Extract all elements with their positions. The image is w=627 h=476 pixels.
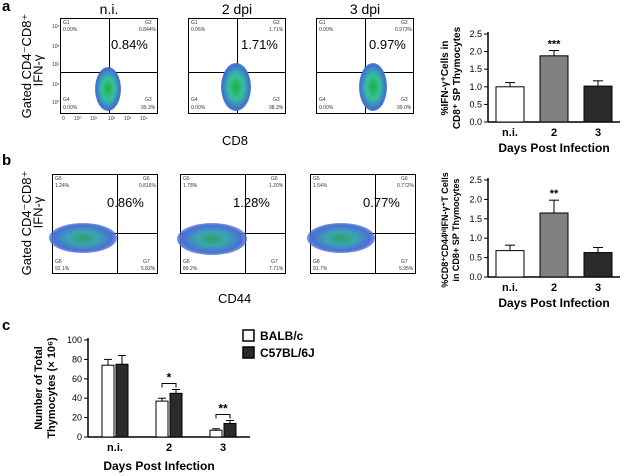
- panel-a-title-2dpi: 2 dpi: [221, 1, 253, 17]
- panel-a-x-axis-label: CD8: [222, 133, 249, 148]
- significance-marker: ***: [548, 39, 562, 51]
- bar: [539, 212, 569, 278]
- y-axis-title: Number of TotalThymocytes (× 10⁶): [33, 337, 58, 439]
- bar-chart-a: 0.0 0.5 1.0 1.5 2.0 2.5 n.i. 2 *** 3 Days Post Inf…: [440, 26, 620, 155]
- panel-b-x-axis-label: CD44: [218, 291, 252, 306]
- panel-a-y-marker: IFN-γ: [30, 54, 46, 87]
- panel-a-title-ni: n.i.: [99, 1, 119, 17]
- y-tick-label: 2.5: [469, 29, 482, 39]
- flow-plot-b-2dpi: G5 1.78% G6 1.20% G8 89.2% G7 7.71% 1.28…: [177, 174, 286, 274]
- y-tick-label: 1.5: [469, 64, 482, 74]
- panel-a-title-3dpi: 3 dpi: [349, 1, 381, 17]
- flow-plot-a-ni: G1 0.00% G2 0.844% G4 0.00% G3 99.3% 0.8…: [60, 18, 158, 114]
- bar: [583, 85, 613, 123]
- bar: [495, 86, 525, 123]
- significance-marker: **: [218, 402, 228, 416]
- significance-marker: *: [167, 370, 172, 384]
- bar-chart-b: 0.0 0.5 1.0 1.5 2.0 2.5 n.i. 2 ** 3 Days Post Infe…: [439, 172, 620, 310]
- y-axis-title-line: %IFN-γ⁺Cells in: [440, 41, 451, 116]
- y-axis-title-line: Number of Total: [33, 346, 45, 430]
- panel-label-c: c: [2, 317, 11, 334]
- flow-pct-b-ni: 0.86%: [107, 195, 144, 210]
- y-tick-label: 1.0: [469, 82, 482, 92]
- y-tick-label: 1.0: [469, 233, 482, 243]
- y-axis-title: %CD8⁺CD44ʰⁱIFN-γ⁺T Cellsin CD8+ SP Thymo…: [439, 172, 461, 287]
- x-tick-label: 3: [220, 442, 226, 454]
- x-axis-title: Days Post Infection: [498, 296, 609, 310]
- y-tick-label: 0.5: [469, 253, 482, 263]
- x-tick-label: n.i.: [502, 127, 518, 139]
- x-tick-label: n.i.: [107, 442, 123, 454]
- flow-pct-b-2dpi: 1.28%: [233, 195, 270, 210]
- flow-pct-a-2dpi: 1.71%: [241, 37, 278, 52]
- bar-c57bl6j: [169, 392, 183, 438]
- y-tick-label: 20: [72, 413, 82, 423]
- y-tick-label: 0.5: [469, 99, 482, 109]
- significance-bracket: [161, 382, 177, 388]
- significance-bracket: [215, 414, 231, 419]
- y-tick-label: 60: [72, 374, 82, 384]
- y-tick-label: 0.0: [469, 272, 482, 282]
- bar-balbc: [209, 429, 223, 438]
- y-axis-title-line: %CD8⁺CD44ʰⁱIFN-γ⁺T Cells: [439, 172, 450, 287]
- x-tick-label: 2: [551, 282, 557, 294]
- flow-plot-b-3dpi: G5 1.54% G6 0.772% G8 91.7% G7 5.95% 0.7…: [307, 174, 416, 274]
- y-tick-label: 80: [72, 354, 82, 364]
- y-tick-label: 0.0: [469, 117, 482, 127]
- y-axis-title-line: Thymocytes (× 10⁶): [46, 337, 58, 439]
- bar-balbc: [155, 400, 169, 438]
- bar: [539, 55, 569, 123]
- panel-label-a: a: [2, 0, 11, 15]
- y-tick-label: 40: [72, 393, 82, 403]
- legend-label: BALB/c: [260, 329, 304, 343]
- significance-marker: **: [550, 188, 559, 200]
- x-tick-label: 3: [595, 127, 601, 139]
- y-axis-title: %IFN-γ⁺Cells inCD8⁺ SP Thymocytes: [440, 26, 463, 129]
- flow-pct-b-3dpi: 0.77%: [363, 195, 400, 210]
- bar: [495, 250, 525, 278]
- y-tick-label: 100: [67, 335, 82, 345]
- legend-label: C57BL/6J: [260, 346, 315, 360]
- y-tick-label: 2.0: [469, 194, 482, 204]
- y-tick-label: 2.0: [469, 47, 482, 57]
- panel-label-b: b: [2, 152, 12, 169]
- y-tick-label: 0: [77, 432, 82, 442]
- bar-chart-c: 0 20 40 60 80 100 n.i. 2 * 3 ** Days Post Infection…: [33, 329, 315, 473]
- bar-c57bl6j: [223, 422, 237, 438]
- x-tick-label: 2: [551, 127, 557, 139]
- y-axis-title-line: in CD8+ SP Thymocytes: [451, 178, 461, 281]
- x-tick-label: n.i.: [502, 282, 518, 294]
- y-tick-label: 1.5: [469, 214, 482, 224]
- bar: [583, 252, 613, 278]
- flow-plot-a-3dpi: G1 0.00% G2 0.973% G4 0.00% G3 99.0% 0.9…: [316, 18, 414, 114]
- legend-swatch: [242, 346, 255, 359]
- legend-swatch: [242, 329, 255, 342]
- y-axis-title-line: CD8⁺ SP Thymocytes: [452, 26, 463, 129]
- x-axis-title: Days Post Infection: [498, 141, 609, 155]
- flow-pct-a-ni: 0.84%: [111, 37, 148, 52]
- x-tick-label: 3: [595, 282, 601, 294]
- y-tick-label: 2.5: [469, 175, 482, 185]
- bar-balbc: [101, 364, 115, 438]
- panel-b-y-marker: IFN-γ: [30, 196, 46, 229]
- flow-pct-a-3dpi: 0.97%: [369, 37, 406, 52]
- flow-plot-a-2dpi: G1 0.06% G2 1.71% G4 0.00% G3 98.3% 1.71…: [188, 18, 286, 114]
- x-tick-label: 2: [166, 442, 172, 454]
- bar-c57bl6j: [115, 363, 129, 438]
- flow-plot-b-ni: G5 1.24% G6 0.816% G8 92.1% G7 5.82% 0.8…: [49, 174, 158, 274]
- x-axis-title: Days Post Infection: [103, 459, 214, 473]
